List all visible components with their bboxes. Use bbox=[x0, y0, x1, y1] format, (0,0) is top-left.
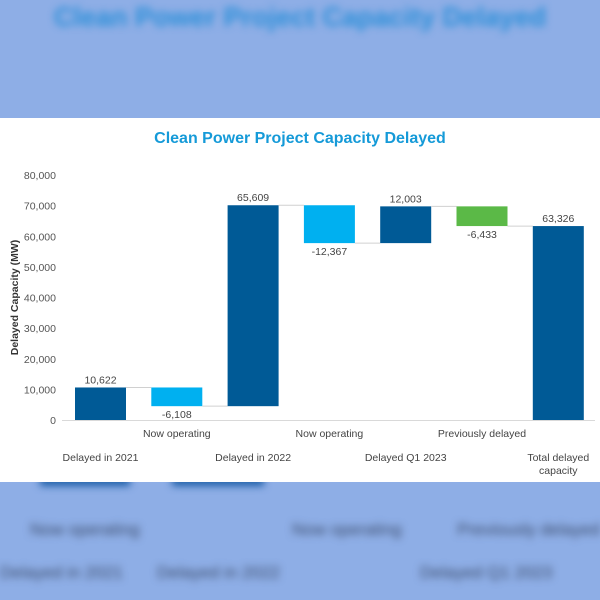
y-tick-label: 40,000 bbox=[24, 293, 56, 305]
data-label: -6,433 bbox=[467, 229, 497, 241]
bar-increase bbox=[75, 387, 126, 420]
x-category-label: Now operating bbox=[296, 428, 364, 440]
y-tick-label: 0 bbox=[50, 415, 56, 427]
background-label: Delayed Q1 2023 bbox=[420, 563, 553, 582]
bar-final_decrease bbox=[456, 206, 508, 227]
background-label: Now operating bbox=[30, 520, 140, 539]
x-category-label: Delayed in 2021 bbox=[63, 452, 139, 464]
y-tick-label: 80,000 bbox=[24, 170, 56, 182]
bar-increase bbox=[380, 206, 432, 244]
x-category-label: Delayed in 2022 bbox=[215, 452, 291, 464]
data-label: 12,003 bbox=[390, 193, 422, 205]
data-label: 63,326 bbox=[542, 213, 574, 225]
y-axis-title: Delayed Capacity (MW) bbox=[9, 240, 21, 356]
y-tick-label: 30,000 bbox=[24, 323, 56, 335]
bar-increase bbox=[227, 205, 279, 407]
background-label: Previously delayed bbox=[457, 520, 600, 539]
bar-total bbox=[532, 226, 584, 420]
bar-decrease bbox=[151, 387, 203, 407]
data-label: 65,609 bbox=[237, 192, 269, 204]
x-category-label: Previously delayed bbox=[438, 428, 526, 440]
x-category-label: Now operating bbox=[143, 428, 211, 440]
data-label: -6,108 bbox=[162, 409, 192, 421]
background-label: Delayed in 2022 bbox=[157, 563, 280, 582]
chart-card: Clean Power Project Capacity Delayed 0 10… bbox=[0, 118, 600, 482]
y-tick-label: 70,000 bbox=[24, 201, 56, 213]
y-tick-label: 50,000 bbox=[24, 262, 56, 274]
bar-decrease bbox=[303, 205, 355, 244]
data-label: -12,367 bbox=[312, 246, 348, 258]
background-title: Clean Power Project Capacity Delayed bbox=[53, 2, 547, 32]
waterfall-chart: 0 10,000 20,000 30,000 40,000 50,000 60,000 70,… bbox=[9, 170, 595, 477]
data-label: 10,622 bbox=[84, 374, 116, 386]
x-category-label: Total delayed capacity bbox=[527, 452, 589, 477]
background-label: Delayed in 2021 bbox=[0, 563, 123, 582]
chart-title: Clean Power Project Capacity Delayed bbox=[154, 130, 446, 147]
y-tick-label: 60,000 bbox=[24, 231, 56, 243]
y-tick-label: 20,000 bbox=[24, 354, 56, 366]
background-label: Now operating bbox=[292, 520, 402, 539]
y-tick-label: 10,000 bbox=[24, 384, 56, 396]
x-category-label: Delayed Q1 2023 bbox=[365, 452, 447, 464]
